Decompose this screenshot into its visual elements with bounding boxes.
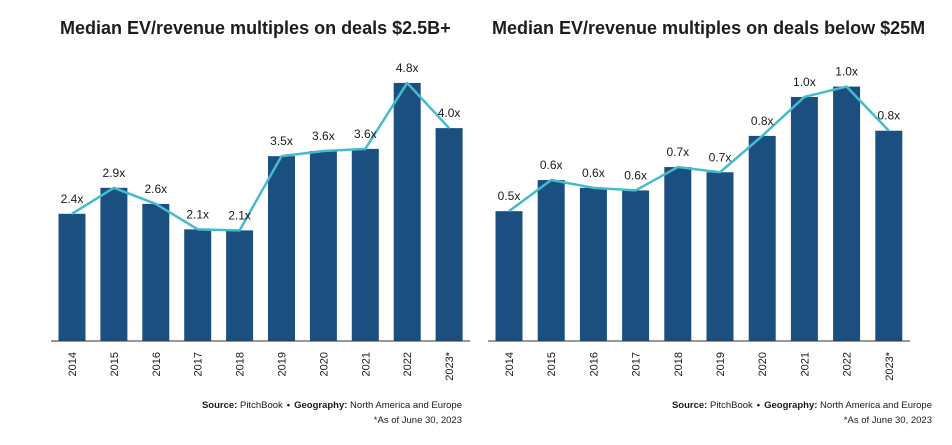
x-tick-label: 2020 bbox=[757, 352, 769, 376]
data-label: 0.5x bbox=[498, 189, 521, 203]
x-tick-label: 2018 bbox=[673, 352, 685, 376]
geography-label: Geography: bbox=[764, 400, 818, 411]
bar-2023 bbox=[435, 128, 463, 341]
data-label: 2.1x bbox=[186, 207, 209, 221]
date-note: *As of June 30, 2023 bbox=[843, 415, 932, 426]
data-label: 3.5x bbox=[270, 134, 293, 148]
bar-2016 bbox=[142, 203, 170, 341]
bar-2018 bbox=[226, 230, 254, 341]
data-label: 0.6x bbox=[582, 166, 605, 180]
geography-value: North America and Europe bbox=[350, 400, 462, 411]
data-label: 1.0x bbox=[835, 65, 858, 79]
bar-2022 bbox=[833, 86, 861, 341]
chart-title: Median EV/revenue multiples on deals $2.… bbox=[60, 18, 451, 38]
bar-2023 bbox=[875, 130, 903, 341]
bar-2019 bbox=[268, 156, 295, 341]
x-tick-label: 2017 bbox=[631, 352, 643, 376]
x-tick-label: 2014 bbox=[67, 352, 79, 376]
x-tick-label: 2016 bbox=[151, 352, 163, 376]
x-tick-label: 2015 bbox=[546, 352, 558, 376]
data-label: 4.0x bbox=[438, 106, 461, 120]
bar-2019 bbox=[706, 172, 734, 341]
data-label: 4.8x bbox=[396, 61, 419, 75]
x-tick-label: 2022 bbox=[402, 352, 414, 376]
bar-2015 bbox=[537, 180, 565, 341]
trend-line bbox=[71, 81, 451, 232]
chart-footer: Source: PitchBook • Geography: North Ameri… bbox=[672, 398, 932, 428]
x-tick-label: 2021 bbox=[360, 352, 372, 376]
x-tick-label: 2020 bbox=[318, 352, 330, 376]
data-label: 0.7x bbox=[666, 145, 689, 159]
data-label: 2.1x bbox=[228, 208, 251, 222]
x-tick-label: 2019 bbox=[277, 352, 289, 376]
chart-footer: Source: PitchBook • Geography: North Ameri… bbox=[202, 398, 462, 428]
x-tick-label: 2021 bbox=[799, 352, 811, 376]
data-label: 1.0x bbox=[793, 75, 816, 89]
x-tick-label: 2023* bbox=[884, 351, 896, 380]
data-label: 3.6x bbox=[312, 129, 335, 143]
data-label: 2.9x bbox=[103, 166, 126, 180]
separator: • bbox=[286, 400, 291, 411]
bar-2016 bbox=[579, 187, 607, 341]
source-value: PitchBook bbox=[239, 400, 283, 411]
bar-2022 bbox=[393, 82, 421, 341]
data-label: 2.4x bbox=[61, 192, 84, 206]
bar-2014 bbox=[58, 213, 86, 341]
bar-2017 bbox=[622, 190, 650, 341]
geography-value: North America and Europe bbox=[820, 400, 932, 411]
bar-2021 bbox=[351, 148, 379, 341]
x-tick-label: 2022 bbox=[842, 352, 854, 376]
data-label: 2.6x bbox=[144, 182, 167, 196]
x-tick-label: 2023* bbox=[444, 351, 456, 380]
bar-chart-large-deals: 2014 2015 2016 2017 2018 2019 2020 2021 2022 2023… bbox=[51, 61, 471, 381]
geography-label: Geography: bbox=[294, 400, 348, 411]
bar-chart-small-deals: 2014 2015 2016 2017 2018 2019 2020 2021 2022 2023… bbox=[487, 65, 910, 381]
date-note: *As of June 30, 2023 bbox=[373, 415, 462, 426]
separator: • bbox=[756, 400, 761, 411]
source-value: PitchBook bbox=[709, 400, 753, 411]
bar-2017 bbox=[184, 229, 212, 341]
bar-2020 bbox=[748, 135, 776, 341]
x-tick-label: 2017 bbox=[193, 352, 205, 376]
x-tick-label: 2015 bbox=[109, 352, 121, 376]
bar-2014 bbox=[495, 211, 523, 341]
trend-line bbox=[508, 85, 890, 213]
bar-2020 bbox=[309, 150, 337, 341]
chart-panel-small-deals: Median EV/revenue multiples on deals bel… bbox=[476, 0, 952, 445]
data-label: 0.8x bbox=[751, 114, 774, 128]
source-label: Source: bbox=[671, 400, 708, 411]
x-tick-label: 2019 bbox=[715, 352, 727, 376]
x-tick-label: 2016 bbox=[588, 352, 600, 376]
source-label: Source: bbox=[201, 400, 238, 411]
bar-2018 bbox=[664, 167, 692, 341]
x-tick-label: 2018 bbox=[235, 352, 247, 376]
x-tick-label: 2014 bbox=[504, 352, 516, 376]
data-label: 0.6x bbox=[540, 158, 563, 172]
chart-title: Median EV/revenue multiples on deals bel… bbox=[492, 18, 926, 38]
data-label: 3.6x bbox=[354, 127, 377, 141]
chart-panel-large-deals: Median EV/revenue multiples on deals $2.… bbox=[51, 18, 471, 428]
data-label: 0.6x bbox=[624, 168, 647, 182]
data-label: 0.7x bbox=[709, 150, 732, 164]
bar-2021 bbox=[790, 96, 818, 341]
data-label: 0.8x bbox=[877, 109, 900, 123]
bar-2015 bbox=[100, 187, 128, 341]
